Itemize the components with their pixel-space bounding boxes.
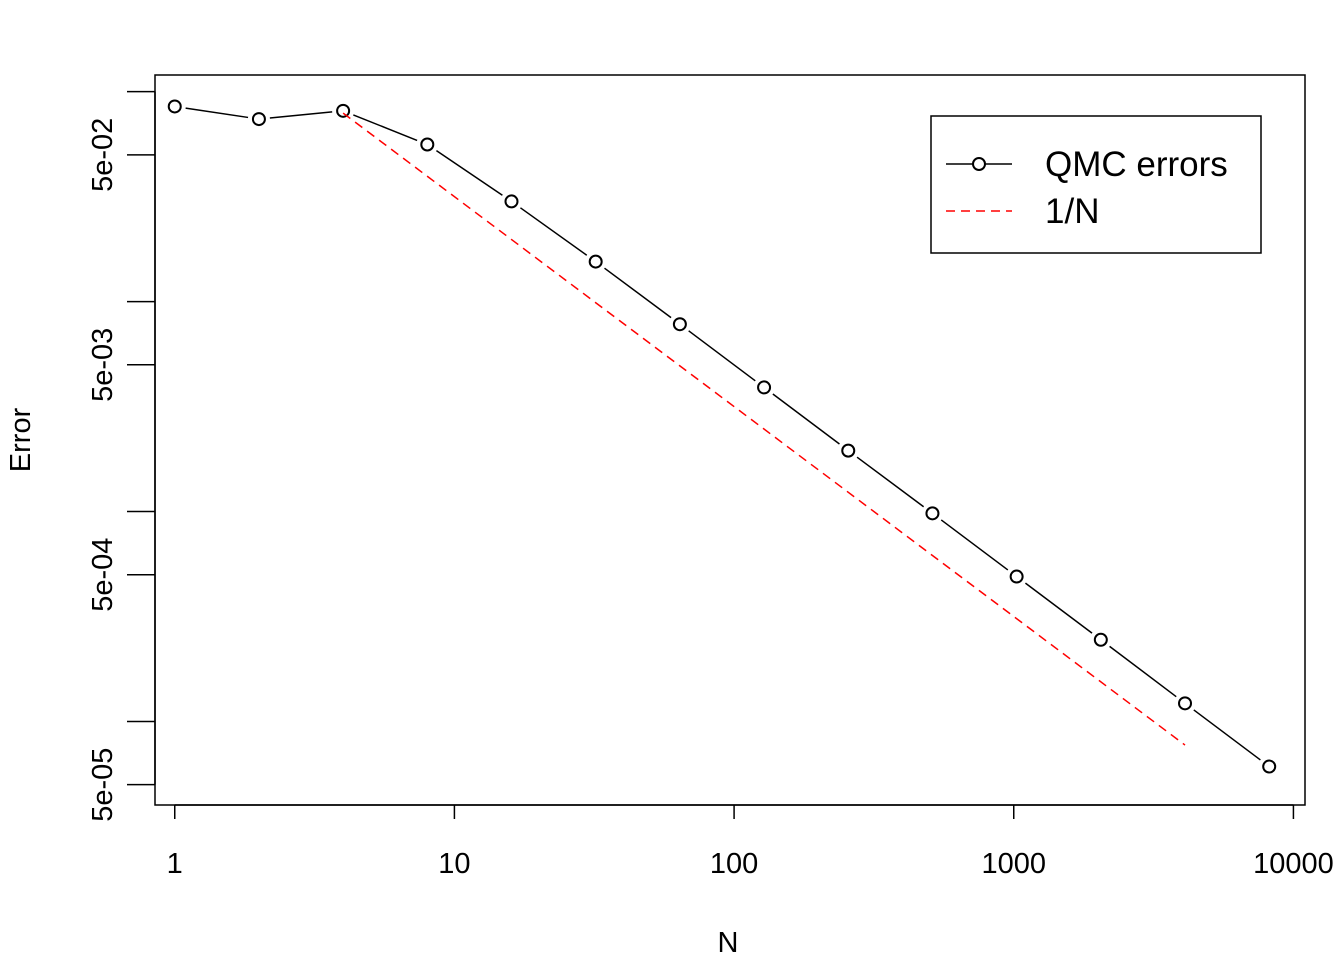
x-tick-label: 1 — [167, 848, 183, 880]
series-qmc-point — [1262, 759, 1277, 774]
series-qmc-segment — [772, 393, 840, 445]
series-1n-line — [342, 112, 1186, 746]
series-qmc-segment — [856, 456, 925, 508]
series-qmc-segment — [1024, 582, 1093, 634]
series-qmc-segment — [940, 519, 1009, 571]
series-qmc-point — [925, 506, 940, 521]
y-tick-label: 5e-02 — [87, 118, 119, 192]
series-qmc-point — [588, 254, 603, 269]
series-qmc-point — [1009, 569, 1024, 584]
series-qmc-segment — [269, 111, 333, 119]
x-tick-label: 10 — [438, 848, 470, 880]
y-tick-label: 5e-05 — [87, 748, 119, 822]
x-axis-title: N — [718, 927, 739, 959]
series-qmc-point — [841, 443, 856, 458]
x-tick-label: 100 — [710, 848, 758, 880]
series-qmc-point — [167, 99, 182, 114]
series-qmc-segment — [436, 150, 503, 196]
legend-key-qmc-marker — [972, 157, 986, 171]
series-qmc-segment — [353, 114, 418, 142]
series-layer — [167, 99, 1277, 774]
legend-label-qmc: QMC errors — [1045, 145, 1228, 184]
series-qmc-segment — [1109, 645, 1177, 698]
series-qmc-segment — [604, 267, 672, 319]
series-qmc-point — [336, 103, 351, 118]
legend: QMC errors 1/N — [930, 115, 1262, 254]
series-qmc-point — [251, 112, 266, 127]
series-qmc-segment — [520, 207, 588, 256]
series-qmc-segment — [1193, 709, 1261, 761]
series-qmc-point — [420, 137, 435, 152]
y-axis-title: Error — [5, 407, 37, 472]
x-axis: 1 10 100 1000 10000 — [167, 804, 1334, 880]
series-qmc-point — [1178, 696, 1193, 711]
y-axis: 5e-05 5e-04 5e-03 5e-02 — [87, 90, 156, 822]
x-tick-label: 10000 — [1253, 848, 1334, 880]
series-qmc-segment — [185, 107, 249, 119]
y-tick-label: 5e-04 — [87, 538, 119, 612]
series-qmc-point — [504, 194, 519, 209]
y-tick-label: 5e-03 — [87, 328, 119, 402]
series-qmc-point — [672, 317, 687, 332]
series-qmc-point — [757, 380, 772, 395]
series-qmc-segment — [688, 330, 756, 382]
x-tick-label: 1000 — [981, 848, 1046, 880]
legend-box — [930, 115, 1262, 254]
series-qmc-point — [1093, 632, 1108, 647]
legend-label-1n: 1/N — [1045, 192, 1099, 231]
